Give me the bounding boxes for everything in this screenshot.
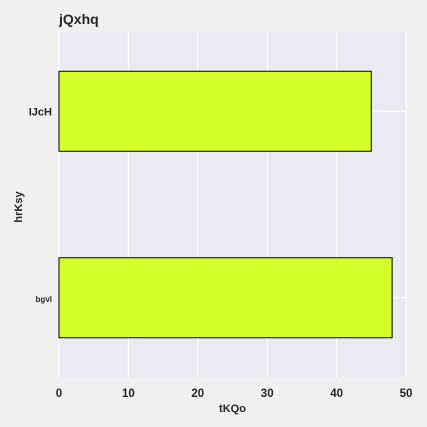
category-label: bgvl	[36, 295, 52, 304]
bar-IJcH	[58, 70, 372, 152]
x-axis-label: tKQo	[219, 403, 246, 415]
x-tick-label: 10	[122, 388, 135, 400]
category-label: IJcH	[29, 106, 52, 118]
x-tick-label: 40	[330, 388, 343, 400]
chart-title: jQxhq	[58, 11, 99, 27]
bars	[58, 70, 393, 339]
x-tick-label: 30	[261, 388, 274, 400]
x-tick-label: 50	[400, 388, 413, 400]
x-tick-label: 20	[191, 388, 204, 400]
bar-bgvl	[58, 257, 393, 339]
x-tick-label: 0	[56, 388, 62, 400]
y-axis-label: hrKsy	[13, 191, 25, 223]
category-labels: IJcH bgvl	[29, 106, 52, 304]
x-tick-labels: 0 10 20 30 40 50	[56, 388, 413, 400]
